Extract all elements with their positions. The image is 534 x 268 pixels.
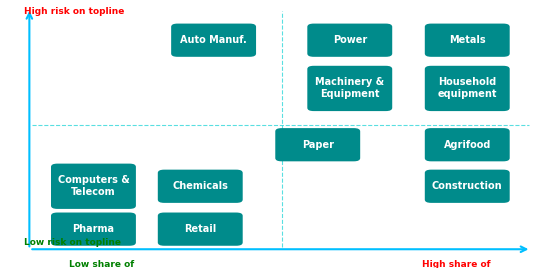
FancyBboxPatch shape <box>425 128 509 161</box>
FancyBboxPatch shape <box>276 128 360 161</box>
Text: Machinery &
Equipment: Machinery & Equipment <box>315 77 384 99</box>
FancyBboxPatch shape <box>308 66 392 111</box>
Text: Construction: Construction <box>432 181 502 191</box>
FancyBboxPatch shape <box>425 24 509 57</box>
Text: Agrifood: Agrifood <box>444 140 491 150</box>
Text: Low risk on topline: Low risk on topline <box>24 237 121 247</box>
Text: Pharma: Pharma <box>73 224 114 234</box>
Text: High risk on topline: High risk on topline <box>24 7 124 16</box>
FancyBboxPatch shape <box>51 163 136 209</box>
Text: High share of
commodities in costs: High share of commodities in costs <box>403 260 511 268</box>
FancyBboxPatch shape <box>425 170 509 203</box>
Text: Power: Power <box>333 35 367 45</box>
FancyBboxPatch shape <box>158 213 242 246</box>
Text: Household
equipment: Household equipment <box>437 77 497 99</box>
Text: Computers &
Telecom: Computers & Telecom <box>58 175 129 197</box>
Text: Metals: Metals <box>449 35 485 45</box>
Text: Retail: Retail <box>184 224 216 234</box>
FancyBboxPatch shape <box>171 24 256 57</box>
Text: Paper: Paper <box>302 140 334 150</box>
FancyBboxPatch shape <box>425 66 509 111</box>
FancyBboxPatch shape <box>51 213 136 246</box>
FancyBboxPatch shape <box>308 24 392 57</box>
Text: Chemicals: Chemicals <box>172 181 228 191</box>
Text: Low share of
commodities in costs: Low share of commodities in costs <box>48 260 155 268</box>
FancyBboxPatch shape <box>158 170 242 203</box>
Text: Auto Manuf.: Auto Manuf. <box>180 35 247 45</box>
